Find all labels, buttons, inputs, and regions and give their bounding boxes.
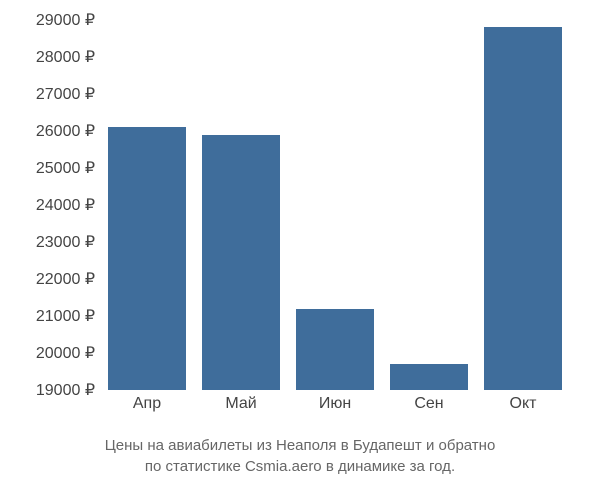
x-tick: Июн: [296, 395, 374, 413]
caption-line-2: по статистике Csmia.aero в динамике за г…: [0, 456, 600, 477]
y-tick: 29000 ₽: [36, 10, 95, 30]
bar-slot: [108, 127, 186, 390]
bar-may: [202, 135, 280, 390]
y-tick: 22000 ₽: [36, 269, 95, 289]
y-tick: 21000 ₽: [36, 306, 95, 326]
y-tick: 20000 ₽: [36, 343, 95, 363]
price-chart: 29000 ₽ 28000 ₽ 27000 ₽ 26000 ₽ 25000 ₽ …: [0, 0, 600, 500]
bar-slot: [484, 27, 562, 390]
caption-line-1: Цены на авиабилеты из Неаполя в Будапешт…: [0, 435, 600, 456]
y-tick: 23000 ₽: [36, 232, 95, 252]
y-tick: 19000 ₽: [36, 380, 95, 400]
bar-slot: [202, 135, 280, 390]
y-tick: 26000 ₽: [36, 121, 95, 141]
x-tick: Сен: [390, 395, 468, 413]
x-axis: Апр Май Июн Сен Окт: [100, 395, 570, 413]
x-tick: Май: [202, 395, 280, 413]
y-tick: 24000 ₽: [36, 195, 95, 215]
bar-oct: [484, 27, 562, 390]
bar-sep: [390, 364, 468, 390]
bar-slot: [296, 309, 374, 390]
y-tick: 27000 ₽: [36, 84, 95, 104]
plot-area: [100, 20, 570, 390]
y-tick: 28000 ₽: [36, 47, 95, 67]
y-tick: 25000 ₽: [36, 158, 95, 178]
bar-jun: [296, 309, 374, 390]
x-tick: Окт: [484, 395, 562, 413]
bars-group: [100, 20, 570, 390]
y-axis: 29000 ₽ 28000 ₽ 27000 ₽ 26000 ₽ 25000 ₽ …: [0, 20, 95, 390]
chart-caption: Цены на авиабилеты из Неаполя в Будапешт…: [0, 435, 600, 477]
x-tick: Апр: [108, 395, 186, 413]
bar-apr: [108, 127, 186, 390]
bar-slot: [390, 364, 468, 390]
